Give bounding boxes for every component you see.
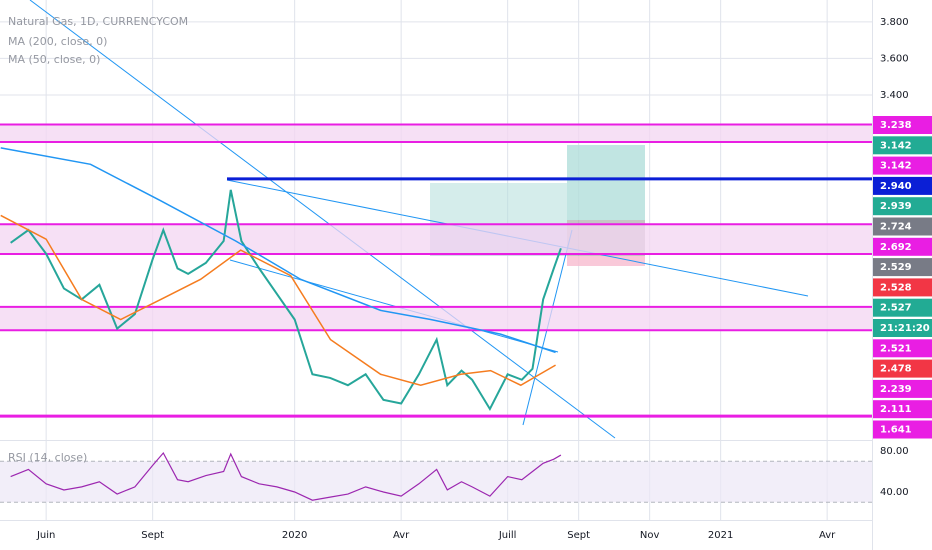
- trendline: [29, 0, 616, 439]
- x-tick-label: Sept: [141, 530, 164, 541]
- rsi-tick-label: 40.00: [880, 487, 909, 498]
- profit-box: [567, 145, 645, 220]
- price-axis-border: [872, 0, 873, 550]
- series-line: [0, 214, 556, 387]
- price-badge: [873, 176, 932, 195]
- price-badge: [873, 298, 932, 317]
- x-tick-label: Juin: [36, 530, 55, 541]
- chart-title: Natural Gas, 1D, CURRENCYCOM: [8, 15, 188, 28]
- y-tick-label: 3.400: [880, 90, 909, 101]
- price-badge: [873, 217, 932, 236]
- series-line: [0, 147, 556, 354]
- price-badge: [873, 278, 932, 297]
- y-tick-label: 3.800: [880, 17, 909, 28]
- price-badge-label: 3.238: [880, 120, 912, 131]
- x-tick-label: Juill: [498, 530, 517, 541]
- rsi-line: [10, 451, 562, 501]
- zone: [0, 124, 872, 143]
- price-badge-label: 2.692: [880, 242, 912, 253]
- y-tick-label: 3.600: [880, 53, 909, 64]
- indicator-label: MA (50, close, 0): [8, 53, 100, 66]
- zone: [0, 224, 872, 254]
- price-badge-label: 2.529: [880, 262, 912, 273]
- rsi-label: RSI (14, close): [8, 451, 87, 464]
- rsi-band: [0, 461, 872, 503]
- rsi-tick-label: 80.00: [880, 446, 909, 457]
- price-badge: [873, 197, 932, 216]
- price-badge: [873, 319, 932, 337]
- x-tick-label: 2021: [708, 530, 733, 541]
- price-badge: [873, 237, 932, 256]
- pane-separator: [0, 440, 872, 441]
- price-badge: [873, 116, 932, 134]
- price-badge: [873, 379, 932, 398]
- x-tick-label: Sept: [567, 530, 590, 541]
- x-tick-label: Avr: [819, 530, 836, 541]
- price-badge-label: 3.142: [880, 140, 912, 151]
- x-tick-label: Nov: [640, 530, 660, 541]
- price-badge: [873, 359, 932, 378]
- price-badge-label: 2.528: [880, 282, 912, 293]
- price-badge-label: 2.724: [880, 222, 912, 233]
- price-badge: [873, 136, 932, 155]
- price-badge: [873, 339, 932, 358]
- price-badge-label: 2.478: [880, 364, 912, 375]
- plot: [0, 123, 872, 503]
- x-tick-label: Avr: [393, 530, 410, 541]
- price-badge-label: 2.940: [880, 181, 912, 192]
- stop-box: [567, 256, 645, 266]
- price-badge: [873, 420, 932, 439]
- zone: [0, 306, 872, 331]
- price-badge: [873, 258, 932, 277]
- price-badge-label: 2.111: [880, 404, 912, 415]
- price-badge-label: 2.939: [880, 201, 912, 212]
- time-axis-border: [0, 520, 872, 521]
- price-badge-label: 3.142: [880, 161, 912, 172]
- price-badge: [873, 156, 932, 175]
- x-tick-label: 2020: [282, 530, 307, 541]
- price-badge-label: 1.641: [880, 425, 912, 436]
- series-line: [10, 189, 562, 412]
- price-badge-label: 2.521: [880, 343, 912, 354]
- price-badge-label: 21:21:20: [880, 323, 930, 334]
- price-badge-label: 2.239: [880, 384, 912, 395]
- indicator-label: MA (200, close, 0): [8, 35, 107, 48]
- price-badge-label: 2.527: [880, 303, 912, 314]
- price-badge: [873, 400, 932, 419]
